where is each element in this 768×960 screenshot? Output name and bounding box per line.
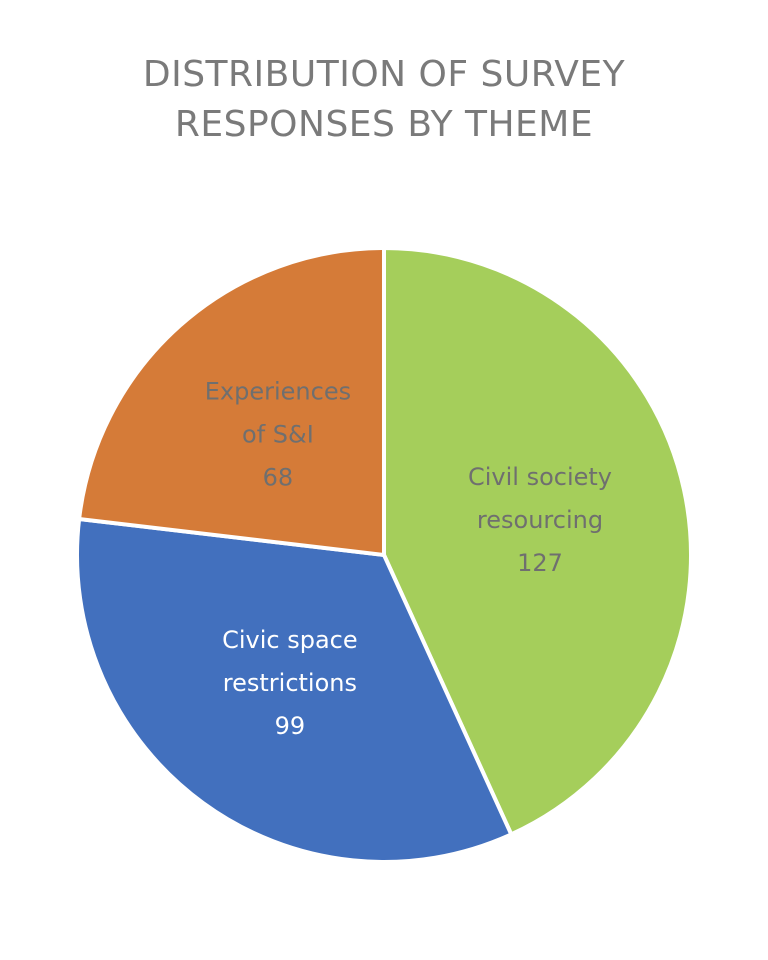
chart-title-line-1: DISTRIBUTION OF SURVEY: [142, 54, 626, 95]
pie-slice-label-line-2-0: Experiences: [205, 378, 351, 406]
pie-slice-label-line-2-1: of S&I: [242, 421, 314, 449]
pie-slice-label-line-0-1: resourcing: [477, 506, 603, 534]
pie-slice-label-0: Civil society resourcing 127: [468, 463, 612, 577]
pie-slice-label-2: Experiences of S&I 68: [205, 378, 351, 492]
pie-slice-label-line-1-0: Civic space: [222, 626, 358, 654]
pie-slice-value-2: 68: [263, 464, 294, 492]
pie-slice-label-line-0-0: Civil society: [468, 463, 612, 491]
chart-title-line-2: RESPONSES BY THEME: [174, 104, 594, 145]
pie-slice-1: [75, 516, 514, 864]
pie-slice-value-0: 127: [517, 549, 563, 577]
chart-title: DISTRIBUTION OF SURVEY RESPONSES BY THEM…: [0, 50, 768, 150]
pie-slice-0: [382, 246, 693, 837]
pie-slice-label-line-1-1: restrictions: [223, 669, 357, 697]
pie-slice-2: [77, 246, 386, 557]
pie-slice-label-1: Civic space restrictions 99: [222, 626, 358, 740]
pie-slice-value-1: 99: [275, 712, 306, 740]
